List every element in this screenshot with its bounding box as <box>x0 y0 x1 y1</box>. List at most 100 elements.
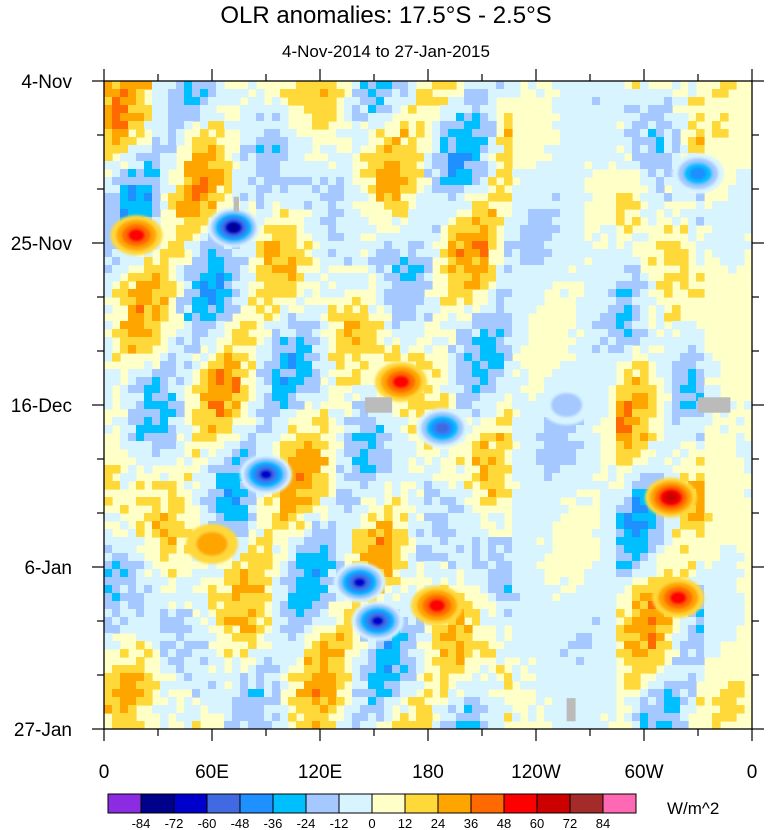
field-cell <box>288 345 297 354</box>
field-cell <box>288 497 297 506</box>
field-cell <box>472 329 481 338</box>
field-cell <box>136 409 145 418</box>
field-cell <box>136 369 145 378</box>
field-cell <box>608 689 617 698</box>
field-cell <box>496 329 505 338</box>
field-cell <box>720 569 729 578</box>
field-cell <box>440 321 449 330</box>
field-cell <box>216 161 225 170</box>
field-cell <box>344 641 353 650</box>
field-cell <box>152 417 161 426</box>
field-cell <box>368 81 377 90</box>
field-cell <box>296 161 305 170</box>
field-cell <box>144 377 153 386</box>
field-cell <box>600 105 609 114</box>
field-cell <box>320 209 329 218</box>
field-cell <box>328 665 337 674</box>
field-cell <box>584 665 593 674</box>
field-cell <box>232 489 241 498</box>
field-cell <box>424 489 433 498</box>
field-cell <box>288 657 297 666</box>
field-cell <box>224 577 233 586</box>
field-cell <box>160 649 169 658</box>
field-cell <box>488 305 497 314</box>
field-cell <box>528 177 537 186</box>
field-cell <box>352 377 361 386</box>
field-cell <box>288 641 297 650</box>
field-cell <box>528 201 537 210</box>
field-cell <box>120 545 129 554</box>
field-cell <box>368 681 377 690</box>
field-cell <box>488 681 497 690</box>
field-cell <box>680 657 689 666</box>
field-cell <box>480 121 489 130</box>
field-cell <box>312 377 321 386</box>
field-cell <box>432 401 441 410</box>
field-cell <box>136 177 145 186</box>
field-cell <box>296 593 305 602</box>
field-cell <box>312 121 321 130</box>
field-cell <box>240 161 249 170</box>
field-cell <box>608 633 617 642</box>
field-cell <box>144 433 153 442</box>
y-tick-label: 25-Nov <box>11 234 73 255</box>
field-cell <box>376 537 385 546</box>
field-cell <box>736 449 745 458</box>
field-cell <box>464 401 473 410</box>
field-cell <box>352 337 361 346</box>
field-cell <box>368 529 377 538</box>
field-cell <box>688 633 697 642</box>
field-cell <box>152 633 161 642</box>
field-cell <box>192 249 201 258</box>
field-cell <box>384 241 393 250</box>
field-cell <box>576 265 585 274</box>
field-cell <box>232 721 241 729</box>
field-cell <box>384 137 393 146</box>
field-cell <box>488 161 497 170</box>
field-cell <box>264 201 273 210</box>
field-cell <box>544 217 553 226</box>
field-cell <box>456 233 465 242</box>
field-cell <box>128 145 137 154</box>
field-cell <box>248 705 257 714</box>
field-cell <box>376 641 385 650</box>
field-cell <box>344 441 353 450</box>
field-cell <box>112 481 121 490</box>
field-cell <box>352 129 361 138</box>
field-cell <box>136 345 145 354</box>
field-cell <box>312 521 321 530</box>
field-cell <box>720 625 729 634</box>
field-cell <box>352 657 361 666</box>
field-cell <box>216 129 225 138</box>
field-cell <box>200 401 209 410</box>
field-cell <box>288 89 297 98</box>
field-cell <box>240 433 249 442</box>
field-cell <box>224 185 233 194</box>
field-cell <box>584 569 593 578</box>
field-cell <box>576 585 585 594</box>
field-cell <box>608 705 617 714</box>
field-cell <box>424 513 433 522</box>
field-cell <box>672 361 681 370</box>
field-cell <box>536 665 545 674</box>
field-cell <box>136 689 145 698</box>
field-cell <box>288 321 297 330</box>
field-cell <box>496 193 505 202</box>
field-cell <box>624 425 633 434</box>
field-cell <box>648 721 657 729</box>
field-cell <box>384 233 393 242</box>
colorbar-swatch <box>206 793 241 814</box>
field-cell <box>352 705 361 714</box>
field-cell <box>632 585 641 594</box>
field-cell <box>208 329 217 338</box>
field-cell <box>360 129 369 138</box>
field-cell <box>560 697 569 706</box>
field-cell <box>512 609 521 618</box>
field-cell <box>736 201 745 210</box>
field-cell <box>552 681 561 690</box>
field-cell <box>192 89 201 98</box>
field-cell <box>264 209 273 218</box>
field-cell <box>680 337 689 346</box>
field-cell <box>504 177 513 186</box>
field-cell <box>304 337 313 346</box>
